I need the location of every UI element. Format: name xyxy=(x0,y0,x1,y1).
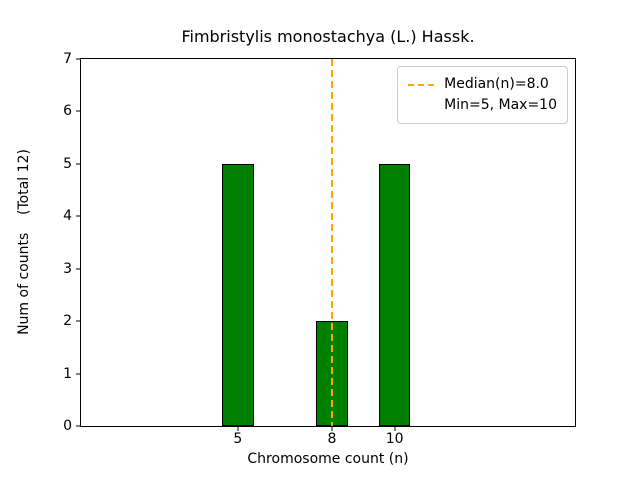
legend-entry-median: Median(n)=8.0 xyxy=(408,74,557,95)
y-tick xyxy=(76,425,80,427)
bar-n10 xyxy=(378,163,411,426)
legend-entry-minmax: Min=5, Max=10 xyxy=(408,95,557,116)
y-tick-label: 0 xyxy=(63,418,72,434)
x-tick xyxy=(331,427,333,431)
y-tick-label: 3 xyxy=(63,260,72,277)
median-line xyxy=(330,59,333,426)
y-tick xyxy=(76,320,80,322)
bar-n5 xyxy=(222,163,254,426)
plot-area: Median(n)=8.0 Min=5, Max=10 5 8 10 0 1 2 3 4 5 6 7 xyxy=(63,52,576,446)
y-tick-label: 2 xyxy=(63,313,72,330)
x-axis-label: Chromosome count (n) xyxy=(247,451,409,467)
x-tick xyxy=(237,427,239,431)
y-tick-label: 5 xyxy=(63,155,72,172)
y-tick xyxy=(76,163,80,165)
legend-median-label: Median(n)=8.0 xyxy=(444,76,549,92)
median-dashed-line-icon xyxy=(408,83,436,86)
x-tick-label: 10 xyxy=(385,431,404,447)
y-tick-label: 6 xyxy=(63,103,72,120)
y-tick xyxy=(76,373,80,375)
y-tick xyxy=(76,58,80,60)
y-axis-label: Num of counts (Total 12) xyxy=(16,149,32,335)
y-tick-label: 7 xyxy=(63,51,72,67)
chart-title: Fimbristylis monostachya (L.) Hassk. xyxy=(181,27,475,46)
x-tick-label: 5 xyxy=(233,431,243,447)
y-tick-label: 4 xyxy=(63,208,72,225)
y-tick xyxy=(76,110,80,112)
legend-minmax-label: Min=5, Max=10 xyxy=(444,97,557,113)
y-tick xyxy=(76,215,80,217)
legend: Median(n)=8.0 Min=5, Max=10 xyxy=(397,66,568,124)
x-tick xyxy=(394,427,396,431)
y-tick xyxy=(76,268,80,270)
y-tick-label: 1 xyxy=(63,365,72,382)
x-tick-label: 8 xyxy=(327,431,337,447)
legend-blank-handle xyxy=(408,105,435,107)
